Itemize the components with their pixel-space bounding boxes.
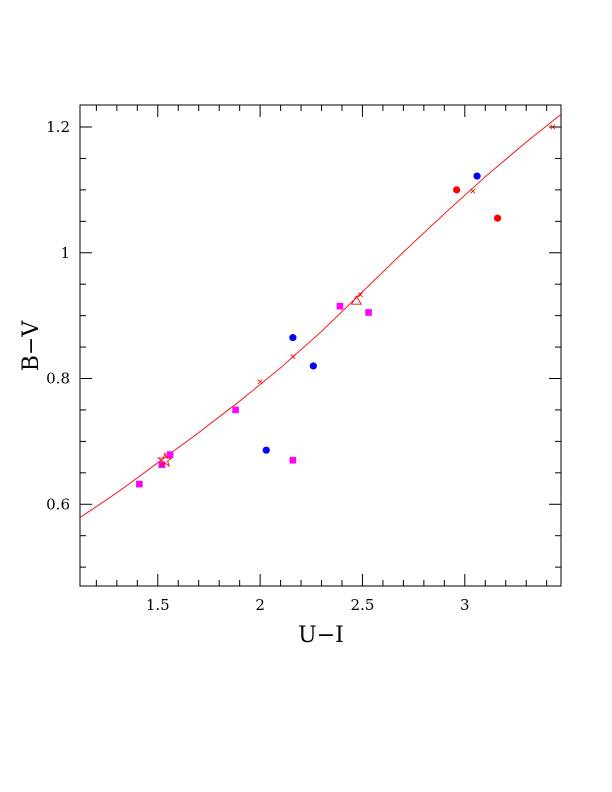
fit-curve — [79, 114, 562, 518]
data-point — [350, 295, 362, 305]
data-point — [365, 309, 372, 316]
y-axis-title: B−V — [19, 320, 44, 372]
fit-cross-marker — [550, 124, 556, 130]
data-point — [232, 406, 239, 414]
x-tick-label: 2.5 — [351, 596, 375, 614]
data-point — [473, 172, 481, 180]
fit-curve-layer — [79, 114, 562, 518]
data-point — [453, 186, 461, 194]
fit-cross-marker — [357, 292, 363, 298]
x-axis-title: U−I — [298, 623, 344, 648]
data-point — [166, 451, 174, 458]
x-tick-label: 2 — [255, 596, 265, 614]
fit-cross-marker — [290, 354, 296, 359]
x-tick-label: 3 — [460, 596, 470, 614]
data-point — [309, 362, 317, 370]
tick-labels: 1.5 2 2.5 3 0.6 0.8 1 1.2 — [46, 118, 469, 614]
data-point — [493, 214, 502, 222]
fit-cross-marker — [257, 379, 263, 385]
data-point — [289, 456, 297, 464]
y-tick-label: 0.8 — [46, 370, 70, 388]
data-point — [262, 446, 270, 454]
y-tick-label: 1.2 — [46, 118, 70, 136]
axis-ticks — [80, 105, 561, 586]
y-tick-label: 0.6 — [46, 495, 70, 513]
y-tick-label: 1 — [60, 244, 70, 262]
plot-frame — [79, 104, 562, 587]
data-point — [136, 480, 143, 488]
fit-cross-marker — [470, 188, 476, 194]
data-point — [336, 302, 344, 310]
data-points — [136, 172, 502, 488]
x-tick-label: 1.5 — [146, 596, 170, 614]
data-point — [289, 334, 297, 342]
data-point — [156, 451, 173, 468]
